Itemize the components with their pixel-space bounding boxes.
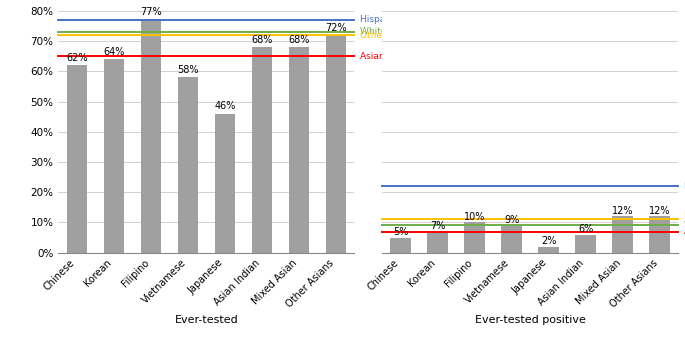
Text: 9%: 9% bbox=[504, 214, 519, 225]
Text: Other (72%): Other (72%) bbox=[360, 31, 416, 39]
Text: Hispanic (77%): Hispanic (77%) bbox=[360, 16, 429, 25]
Text: White (73%) / Black (73%): White (73%) / Black (73%) bbox=[360, 27, 480, 36]
Text: Black (11%) / Other
(11%): Black (11%) / Other (11%) bbox=[684, 210, 685, 229]
X-axis label: Ever-tested: Ever-tested bbox=[175, 314, 238, 325]
Text: 72%: 72% bbox=[325, 23, 347, 32]
Text: 58%: 58% bbox=[177, 65, 199, 75]
Text: 2%: 2% bbox=[541, 236, 556, 246]
Text: White (9%): White (9%) bbox=[684, 221, 685, 230]
Bar bbox=[464, 222, 485, 253]
Text: 7%: 7% bbox=[429, 221, 445, 231]
Bar bbox=[289, 47, 309, 253]
Bar bbox=[390, 238, 410, 253]
Text: 12%: 12% bbox=[612, 205, 634, 216]
Text: 6%: 6% bbox=[578, 224, 593, 234]
Bar bbox=[427, 231, 447, 253]
Bar bbox=[214, 114, 235, 253]
Text: 64%: 64% bbox=[103, 47, 125, 57]
Text: Asian (65%): Asian (65%) bbox=[360, 52, 415, 61]
Text: 77%: 77% bbox=[140, 8, 162, 17]
Bar bbox=[177, 77, 198, 253]
Text: 62%: 62% bbox=[66, 53, 88, 63]
Bar bbox=[326, 35, 346, 253]
Bar bbox=[649, 216, 670, 253]
Bar bbox=[538, 247, 559, 253]
Text: 68%: 68% bbox=[288, 35, 310, 45]
Bar bbox=[575, 235, 596, 253]
Bar bbox=[251, 47, 272, 253]
Text: 46%: 46% bbox=[214, 101, 236, 111]
Bar bbox=[612, 216, 633, 253]
Text: 12%: 12% bbox=[649, 205, 671, 216]
Text: 5%: 5% bbox=[393, 227, 408, 237]
X-axis label: Ever-tested positive: Ever-tested positive bbox=[475, 314, 586, 325]
Text: 10%: 10% bbox=[464, 212, 485, 222]
Text: 68%: 68% bbox=[251, 35, 273, 45]
Bar bbox=[103, 59, 124, 253]
Text: Asian (7%): Asian (7%) bbox=[684, 227, 685, 236]
Bar bbox=[66, 65, 87, 253]
Bar bbox=[501, 226, 522, 253]
Text: Hispanic (22%): Hispanic (22%) bbox=[684, 182, 685, 191]
Bar bbox=[140, 20, 161, 253]
